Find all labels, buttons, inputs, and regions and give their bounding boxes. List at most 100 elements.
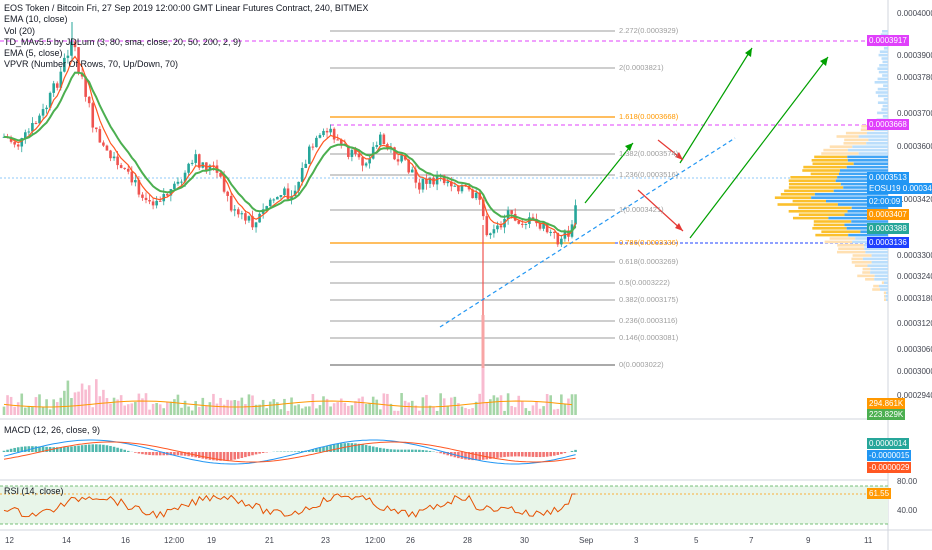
vpvr-up-row (837, 203, 888, 206)
vpvr-up-row (838, 172, 888, 176)
macd-hist-bar (418, 449, 421, 452)
red-arrow-1[interactable] (657, 139, 684, 161)
time-label: 16 (121, 536, 130, 545)
volume-bar (375, 399, 379, 415)
macd-hist-bar (215, 452, 219, 461)
candle-body (59, 71, 63, 88)
volume-bar (403, 400, 407, 415)
vpvr-down-row (851, 261, 872, 264)
candle-body (148, 200, 151, 202)
candle-body (244, 213, 247, 221)
macd-hist-bar (492, 452, 496, 459)
volume-bar (66, 380, 70, 415)
macd-hist-bar (528, 452, 531, 457)
price-tick-label: 0.0003300 (897, 251, 932, 260)
macd-hist-bar (400, 449, 403, 452)
candle-body (457, 185, 460, 192)
candle-body (119, 165, 123, 168)
candle-body (354, 149, 357, 154)
green-arrow-2[interactable] (679, 47, 753, 164)
price-tick-label: 0.0003240 (897, 272, 932, 281)
macd-hist-bar (126, 450, 130, 452)
macd-hist-bar (439, 452, 442, 454)
macd-hist-bar (222, 452, 226, 461)
green-arrow-1[interactable] (584, 142, 634, 204)
volume-bar (556, 408, 560, 415)
macd-hist-bar (311, 449, 315, 452)
volume-bar (521, 401, 524, 415)
vpvr-down-row (798, 206, 852, 210)
vpvr-up-row (826, 199, 888, 203)
fib-retracement[interactable] (330, 30, 615, 366)
macd-legend[interactable]: MACD (12, 26, close, 9) (4, 425, 101, 435)
vpvr-down-row (838, 247, 865, 250)
vpvr-down-row (883, 291, 887, 295)
trend-line[interactable] (439, 137, 736, 328)
candle-body (560, 238, 563, 245)
candle-body (91, 103, 95, 128)
volume-bar (304, 406, 308, 415)
candle-body (66, 55, 70, 58)
volume-bar (538, 408, 542, 415)
macd-hist-bar (535, 452, 538, 458)
macd-hist-bar (52, 447, 55, 452)
volume-bar (126, 404, 130, 415)
macd-hist-bar (560, 452, 563, 455)
macd-hist-bar (506, 452, 510, 457)
price-tick-label: 0.0003780 (897, 73, 932, 82)
macd-hist-bar (169, 452, 173, 456)
rsi-tag: 61.55 (867, 488, 892, 499)
volume-bar (102, 389, 105, 415)
volume-bar (300, 408, 304, 415)
red-arrow-2[interactable] (637, 189, 684, 232)
chart-title[interactable]: EOS Token / Bitcoin Fri, 27 Sep 2019 12:… (4, 3, 369, 13)
volume-bar (457, 403, 460, 415)
macd-tag: -0.0000015 (867, 450, 912, 461)
candle-body (364, 163, 368, 166)
macd-hist-bar (538, 452, 542, 458)
vpvr-up-row (865, 250, 888, 254)
rsi-legend[interactable]: RSI (14, close) (4, 486, 64, 496)
vpvr-down-row (862, 271, 871, 274)
vpvr-up-row (881, 108, 888, 111)
volume-bars (2, 368, 577, 415)
candle-body (414, 169, 418, 183)
vpvr-down-row (823, 148, 848, 152)
legend-ema10[interactable]: EMA (10, close) (4, 14, 68, 25)
fib-level-label: 0.618(0.0003269) (619, 257, 679, 266)
vpvr-up-row (874, 274, 888, 278)
legend-ema5[interactable]: EMA (5, close) (4, 48, 63, 59)
legend-vpvr[interactable]: VPVR (Number Of Rows, 70, Up/Down, 70) (4, 59, 179, 70)
volume-bar (506, 393, 510, 415)
volume-bar (194, 401, 197, 415)
vpvr-down-row (821, 230, 861, 233)
vpvr-down-row (810, 172, 839, 176)
price-tick-label: 0.0003060 (897, 345, 932, 354)
macd-hist-bar (474, 452, 478, 461)
volume-bar (169, 401, 173, 415)
volume-bar (141, 398, 144, 415)
price-tick-label: 0.0003700 (897, 109, 932, 118)
macd-hist-bar (410, 449, 414, 452)
candle-body (542, 222, 545, 229)
volume-bar (567, 398, 570, 415)
candle-body (453, 185, 457, 187)
legend-vol[interactable]: Vol (20) (4, 25, 36, 36)
candle-body (84, 76, 87, 97)
green-arrow-3[interactable] (689, 56, 829, 239)
vpvr-down-row (881, 281, 884, 284)
candle-body (567, 230, 570, 237)
legend-td-ma[interactable]: TD_MAv5.5 by JDLum (3, 80, sma, close, 2… (4, 36, 241, 47)
time-label: 12:00 (164, 536, 185, 545)
candle-body (428, 177, 432, 184)
volume-bar (297, 404, 300, 415)
candle-body (552, 231, 556, 233)
volume-bar (244, 404, 247, 415)
rsi-tick-label: 40.00 (897, 506, 918, 515)
candle-body (222, 176, 226, 192)
volume-bar (467, 409, 471, 415)
vpvr-up-row (828, 216, 888, 220)
vpvr-up-row (877, 87, 888, 91)
fib-level-label: 0.236(0.0003116) (619, 316, 678, 325)
